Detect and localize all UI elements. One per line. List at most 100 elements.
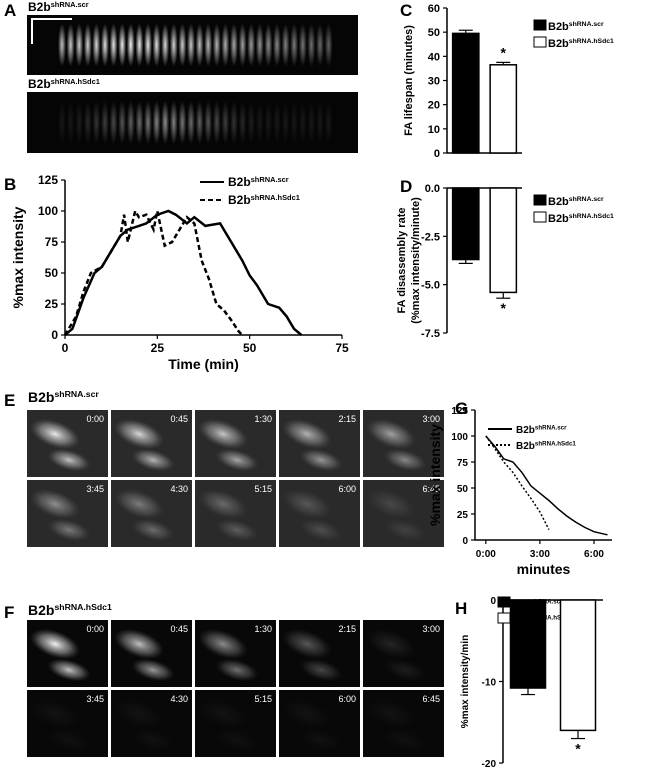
data-line	[485, 435, 550, 530]
kymograph-streak	[101, 23, 109, 67]
kymograph-streak	[247, 23, 256, 67]
kymograph-streak	[298, 100, 307, 145]
legend-entry-base: B2b	[548, 213, 569, 225]
y-tick-label: 0.0	[425, 183, 440, 195]
y-tick-label: 60	[428, 3, 440, 15]
kymograph-streak	[101, 100, 109, 145]
data-line	[63, 207, 244, 336]
kymograph-label-superscript: shRNA.scr	[51, 0, 89, 9]
y-tick-label: 75	[457, 458, 469, 469]
y-tick-label: 0	[434, 148, 440, 160]
y-axis-label: %max intensity	[427, 424, 443, 526]
panel-letter: C	[400, 1, 412, 20]
legend-entry-superscript: shRNA.scr	[251, 175, 289, 184]
legend-entry: B2bshRNA.hSdc1	[548, 38, 614, 50]
kymograph-streak	[247, 100, 256, 145]
y-tick-label: 125	[38, 173, 58, 187]
cell-signal	[114, 418, 164, 450]
cell-signal	[366, 698, 416, 730]
kymograph-streak	[144, 100, 152, 145]
kymograph-streak	[290, 23, 299, 67]
kymograph-streak	[195, 23, 204, 67]
legend-entry-base: B2b	[548, 21, 569, 33]
cell-signal	[383, 448, 427, 472]
y-axis-label: %max intensity	[10, 206, 26, 308]
y-axis-label: (%max intensity/minute)	[410, 197, 422, 324]
x-tick-label: 6:00	[584, 549, 604, 560]
legend-entry-superscript: shRNA.hSdc1	[251, 193, 300, 202]
kymograph-streak	[281, 100, 290, 145]
kymograph-streak	[118, 100, 127, 145]
cell-signal	[282, 488, 332, 520]
legend-swatch	[533, 211, 547, 223]
legend-swatch	[533, 19, 547, 31]
y-tick-label: 50	[428, 27, 440, 39]
kymograph-streak	[58, 100, 66, 145]
legend-entry: B2bshRNA.scr	[548, 21, 604, 33]
kymograph-streak	[58, 23, 66, 67]
kymograph-streak	[204, 100, 213, 145]
y-tick-label: 100	[451, 432, 468, 443]
cell-signal	[198, 418, 248, 450]
kymograph-streak	[316, 23, 324, 67]
kymograph-streak	[161, 23, 170, 67]
legend-entry-base: B2b	[516, 441, 535, 452]
cell-signal	[299, 728, 343, 752]
kymograph-streak	[109, 100, 118, 145]
kymograph-streak	[264, 23, 273, 67]
cell-signal	[198, 698, 248, 730]
kymograph-streak	[92, 23, 101, 67]
timestamp: 2:15	[338, 414, 356, 424]
cell-signal	[198, 628, 248, 660]
y-axis-label: %max intensity/min	[460, 635, 471, 728]
cell-signal	[131, 728, 175, 752]
cell-signal	[299, 448, 343, 472]
bar	[559, 599, 597, 732]
timestamp: 6:00	[338, 484, 356, 494]
cell-signal	[215, 658, 259, 682]
scale-bar	[31, 18, 72, 44]
kymograph-streak	[161, 100, 170, 145]
legend-swatch	[497, 612, 511, 624]
cell-signal	[47, 658, 91, 682]
cell-signal	[47, 518, 91, 542]
cell-signal	[131, 658, 175, 682]
legend-swatch	[497, 596, 511, 608]
cell-signal	[366, 488, 416, 520]
series-label-superscript: shRNA.hSdc1	[54, 602, 112, 612]
timestamp: 6:00	[338, 694, 356, 704]
y-tick-label: 10	[428, 124, 440, 136]
timestamp: 3:00	[422, 414, 440, 424]
kymograph-streak	[273, 100, 281, 145]
kymograph-streak	[221, 23, 230, 67]
x-axis-label: minutes	[517, 561, 571, 577]
timestamp: 0:45	[170, 414, 188, 424]
cell-signal	[114, 628, 164, 660]
legend-entry-superscript: shRNA.scr	[569, 196, 604, 203]
timestamp: 1:30	[254, 414, 272, 424]
legend-entry: B2bshRNA.hSdc1	[228, 193, 300, 207]
panel-letter: E	[4, 391, 15, 410]
legend-entry-superscript: shRNA.hSdc1	[569, 213, 614, 220]
kymograph-streak	[307, 23, 316, 67]
legend-entry-superscript: shRNA.scr	[535, 425, 567, 432]
kymograph-label: B2bshRNA.scr	[28, 0, 89, 14]
legend-entry-superscript: shRNA.hSdc1	[569, 38, 614, 45]
kymograph-streak	[316, 100, 324, 145]
cell-signal	[215, 518, 259, 542]
kymograph-streak	[66, 100, 75, 145]
panel-letter: B	[4, 175, 16, 194]
kymograph-streak	[187, 23, 195, 67]
timestamp: 3:45	[86, 484, 104, 494]
cell-signal	[215, 448, 259, 472]
legend-entry: B2bshRNA.scr	[516, 425, 567, 437]
cell-signal	[30, 488, 80, 520]
kymograph-streak	[152, 23, 161, 67]
timestamp: 4:30	[170, 484, 188, 494]
series-label-base: B2b	[28, 389, 54, 405]
panel-letter: H	[455, 599, 467, 618]
legend-entry-superscript: shRNA.scr	[569, 21, 604, 28]
data-line	[64, 209, 303, 336]
kymograph-label-superscript: shRNA.hSdc1	[51, 77, 100, 86]
y-tick-label: -2.5	[421, 231, 440, 243]
